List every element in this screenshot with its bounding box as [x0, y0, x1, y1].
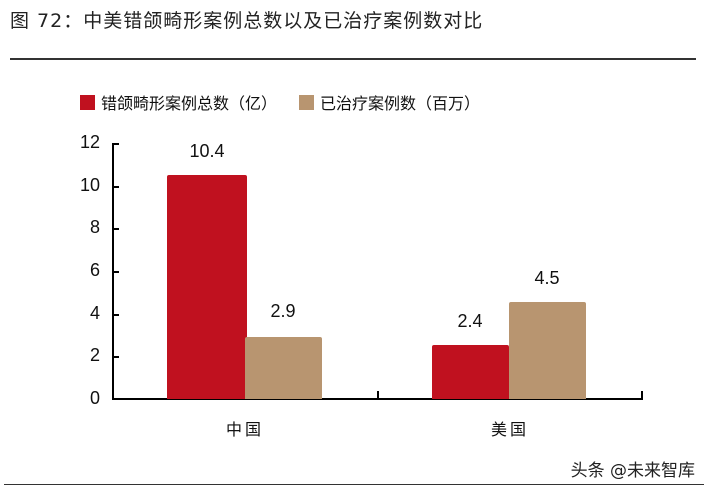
y-tick	[113, 271, 119, 273]
value-label-us-total: 2.4	[457, 311, 483, 331]
y-tick	[113, 186, 119, 188]
bottom-divider	[4, 484, 704, 485]
legend-swatch-treated	[299, 94, 315, 110]
figure-title: 图 72：中美错颌畸形案例总数以及已治疗案例数对比	[10, 10, 484, 32]
legend-label-total: 错颌畸形案例总数（亿）	[101, 94, 278, 113]
x-label-us: 美国	[490, 420, 529, 439]
legend-item-total: 错颌畸形案例总数（亿）	[80, 90, 277, 114]
y-tick-label: 12	[79, 132, 100, 152]
y-tick	[113, 314, 119, 316]
x-label-china: 中国	[225, 420, 264, 439]
x-tick	[377, 391, 379, 399]
value-label-china-treated: 2.9	[270, 301, 296, 321]
legend: 错颌畸形案例总数（亿） 已治疗案例数（百万）	[80, 90, 502, 114]
legend-swatch-total	[80, 94, 95, 110]
y-tick-label: 6	[89, 260, 100, 280]
bar-china-total	[167, 175, 247, 399]
y-tick-label: 10	[79, 175, 100, 195]
y-tick-label: 0	[89, 388, 100, 408]
bar-us-total	[432, 345, 509, 399]
y-tick-label: 2	[89, 345, 100, 365]
legend-item-treated: 已治疗案例数（百万）	[299, 90, 480, 114]
legend-label-treated: 已治疗案例数（百万）	[320, 94, 481, 113]
title-divider	[10, 58, 696, 60]
y-tick	[113, 228, 119, 230]
watermark: 头条 @未来智库	[570, 461, 695, 481]
value-label-china-total: 10.4	[189, 141, 225, 161]
y-tick-label: 8	[89, 217, 100, 237]
x-tick	[641, 391, 643, 399]
bar-us-treated	[509, 302, 586, 399]
y-tick	[113, 356, 119, 358]
bar-china-treated	[245, 337, 322, 399]
x-axis	[112, 398, 643, 400]
y-tick-label: 4	[89, 303, 100, 323]
value-label-us-treated: 4.5	[534, 268, 560, 288]
y-tick	[113, 143, 119, 145]
